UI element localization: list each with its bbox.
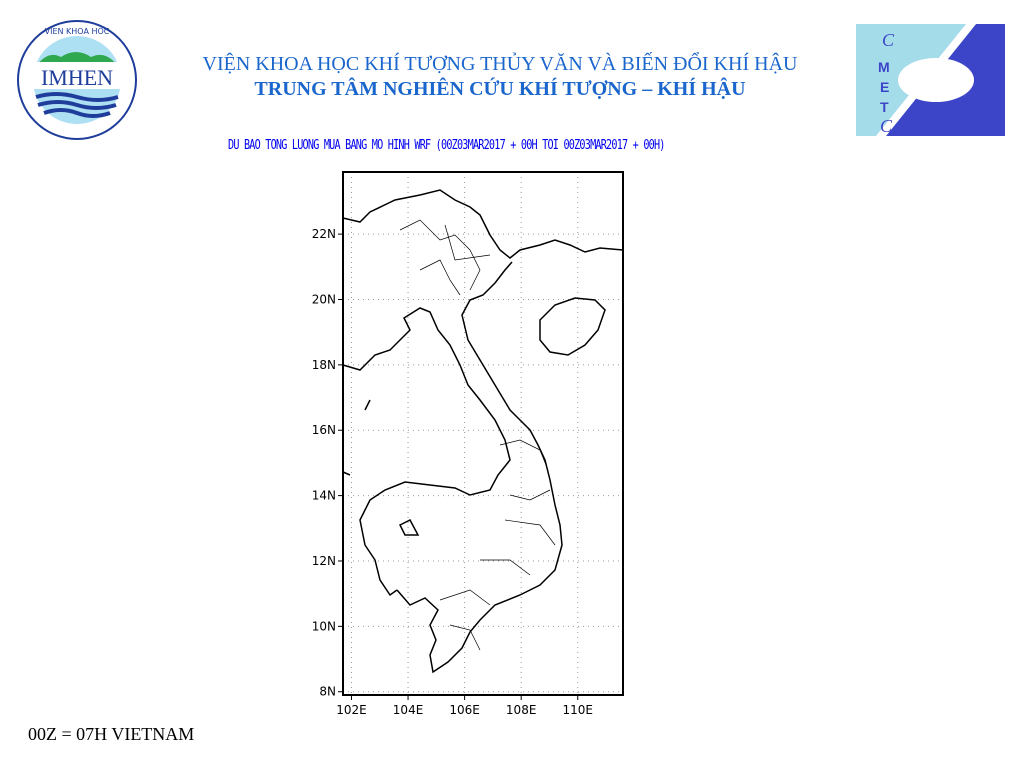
cmetc-logo: C M E T C [856, 24, 1005, 136]
timezone-note: 00Z = 07H VIETNAM [28, 724, 195, 744]
svg-text:M: M [878, 59, 890, 75]
lat-label: 16N [312, 423, 336, 437]
institute-title: VIỆN KHOA HỌC KHÍ TƯỢNG THỦY VĂN VÀ BIẾN… [202, 53, 798, 75]
map-frame [342, 171, 624, 696]
svg-text:T: T [880, 99, 889, 115]
lon-label: 108E [506, 703, 537, 717]
hainan-island [539, 297, 606, 356]
lat-label: 10N [312, 619, 336, 633]
lon-label: 104E [393, 703, 424, 717]
lon-label: 102E [336, 703, 367, 717]
lat-label: 18N [312, 358, 336, 372]
coastline [342, 189, 624, 674]
svg-text:E: E [880, 79, 889, 95]
lat-label: 8N [319, 685, 336, 699]
province-borders [399, 219, 556, 651]
map-title: DU BAO TONG LUONG MUA BANG MO HINH WRF (… [228, 138, 665, 153]
center-title: TRUNG TÂM NGHIÊN CỨU KHÍ TƯỢNG – KHÍ HẬU [254, 78, 746, 100]
lat-label: 12N [312, 554, 336, 568]
lat-label: 22N [312, 227, 336, 241]
svg-text:C: C [880, 116, 893, 136]
svg-text:C: C [882, 30, 895, 50]
svg-text:VIEN KHOA HOC: VIEN KHOA HOC [45, 27, 110, 36]
imhen-logo: IMHEN VIEN KHOA HOC [17, 20, 137, 140]
lat-label: 14N [312, 489, 336, 503]
lon-label: 106E [449, 703, 480, 717]
svg-text:IMHEN: IMHEN [41, 65, 113, 90]
lon-label: 110E [562, 703, 593, 717]
lat-label: 20N [312, 292, 336, 306]
